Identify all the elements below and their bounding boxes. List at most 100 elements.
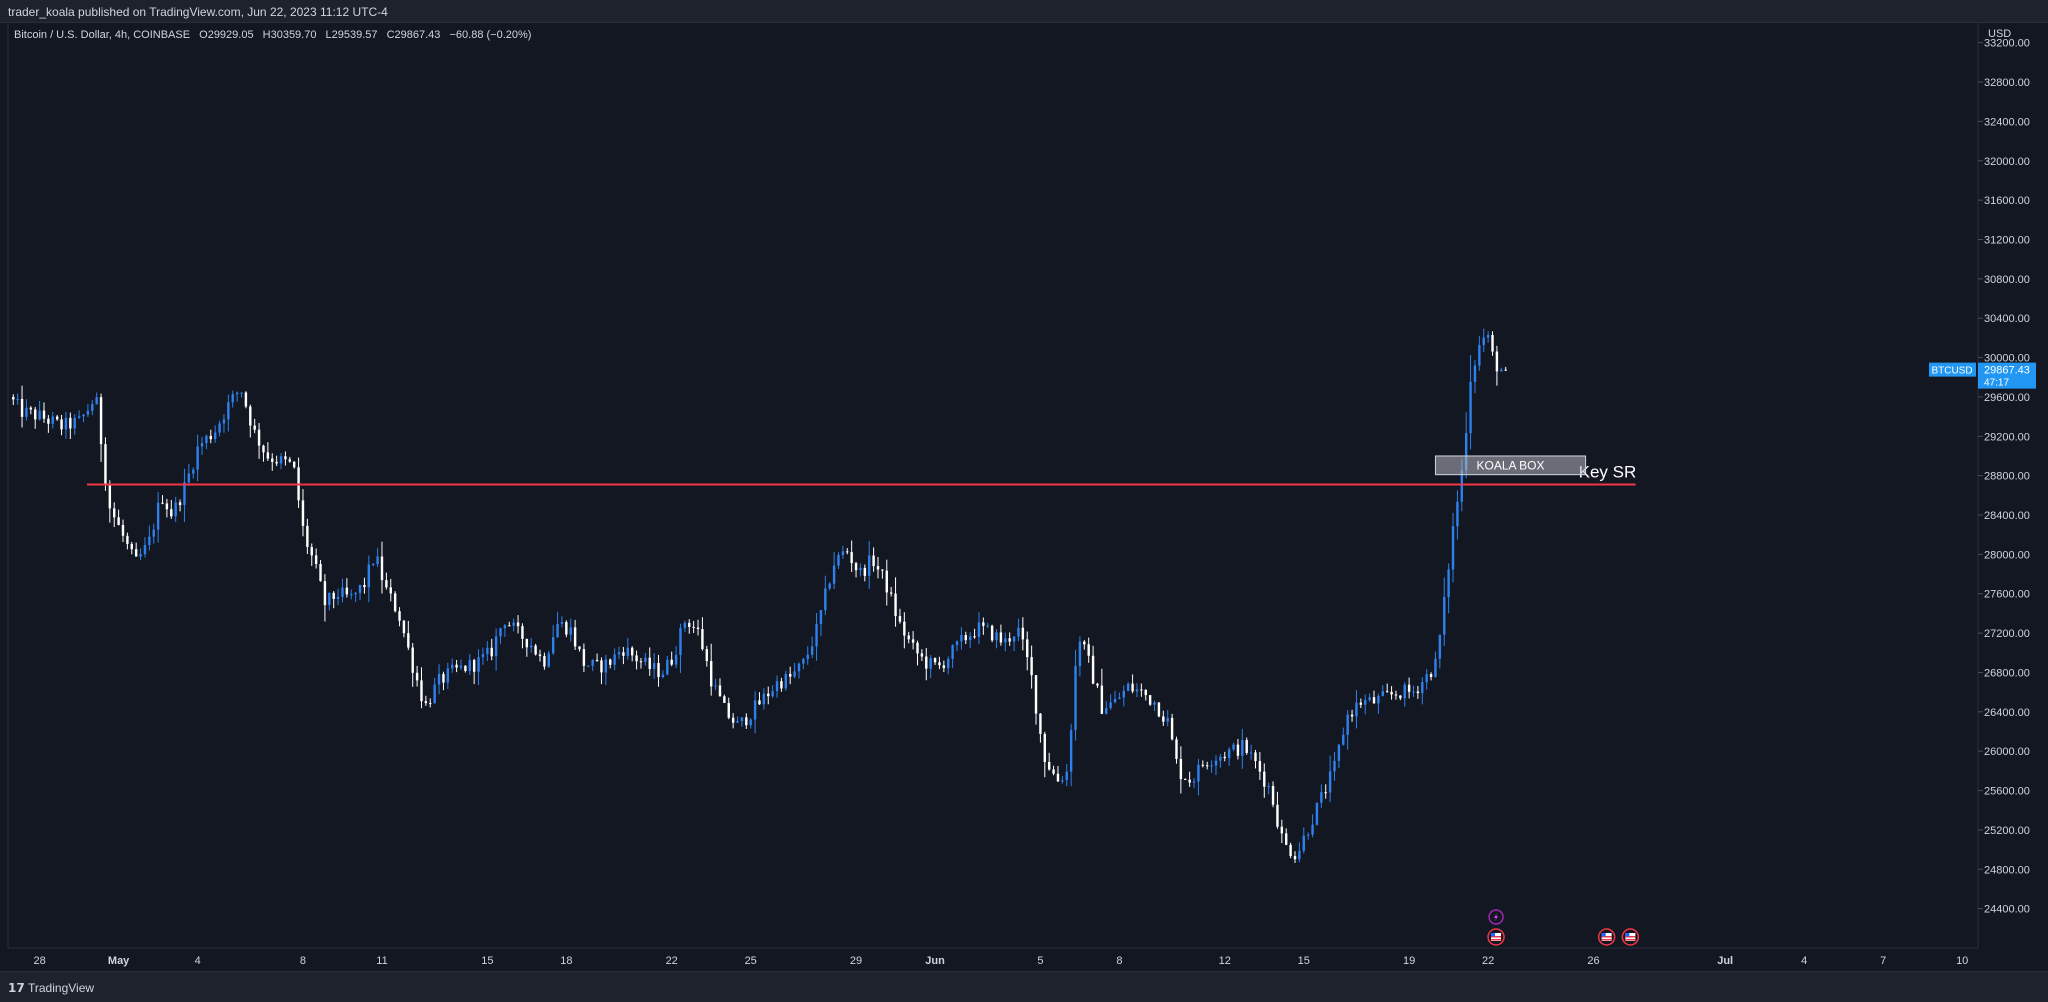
candle-body [257,429,261,446]
candle-body [508,625,511,627]
drawings-layer[interactable]: Key SR KOALA BOX [87,455,1637,486]
candle-body [1126,683,1130,691]
us-flag-event-icon[interactable] [1487,928,1505,946]
candle-body [1438,634,1442,659]
candle-body [490,647,493,657]
candle-body [86,410,90,415]
candle-body [363,584,366,588]
candle-body [995,632,998,641]
candle-body [745,717,748,726]
time-tick-label: 4 [1801,955,1807,967]
candle-body [1311,824,1314,835]
candle-body [982,622,985,626]
candle-body [521,626,524,639]
candle-body [73,417,76,429]
price-tick-label: 33200.00 [1984,38,2030,50]
candle-body [1061,780,1064,782]
candle-body [718,685,722,697]
time-tick-label: 12 [1219,955,1231,967]
candle-body [1333,760,1336,772]
candle-body [578,646,581,650]
candle-body [960,635,963,642]
time-tick-label: 5 [1037,955,1043,967]
candle-body [622,652,625,656]
candle-body [666,659,669,675]
candle-body [964,635,967,641]
candle-body [556,623,559,638]
candle-body [841,551,845,556]
candle-body [1337,744,1341,761]
candle-body [947,658,950,669]
candle-body [889,592,893,594]
tradingview-logo[interactable]: 𝟭𝟳 [8,981,25,995]
price-axis[interactable]: 24400.00 24800.00 25200.00 25600.00 26000.00… [1978,38,2030,916]
candle-body [117,517,120,526]
symbol-legend[interactable]: Bitcoin / U.S. Dollar, 4h, COINBASE O299… [14,29,537,41]
candle-body [1205,765,1209,767]
events-layer[interactable] [1487,909,1640,946]
candle-body [1447,569,1450,598]
candle-body [1434,658,1437,678]
candle-body [907,635,910,640]
candle-body [569,627,572,635]
candle-body [1280,826,1284,834]
candle-body [898,616,902,622]
koala-box-label[interactable]: KOALA BOX [1476,458,1544,472]
candle-body [1416,691,1420,694]
tradingview-brand[interactable]: TradingView [28,981,95,995]
candle-body [494,636,498,657]
candle-body [1355,702,1358,717]
symbol-tag [1929,362,1976,377]
candle-body [323,581,327,606]
candle-body [1491,335,1494,352]
candle-body [674,654,678,665]
symbol-name[interactable]: Bitcoin / U.S. Dollar, 4h, COINBASE [14,29,191,41]
time-tick-label: 22 [666,955,678,967]
candle-body [442,673,445,683]
us-flag-event-icon[interactable] [1597,928,1616,946]
price-tick-label: 25600.00 [1984,786,2030,798]
lightning-event-icon[interactable] [1488,909,1504,925]
candle-body [1179,758,1183,779]
candle-body [749,719,752,726]
candle-body [121,525,125,536]
candle-body [376,556,379,564]
candle-body [1377,695,1380,704]
us-flag-event-icon[interactable] [1621,928,1640,946]
flag-stripe [1625,936,1636,938]
candle-body [143,544,147,555]
candle-body [1047,762,1051,770]
time-axis[interactable]: 28 May 4 8 11 15 18 22 25 29 Jun 5 8 12 15 19 22 26 Jul 4 7 1… [33,955,1968,967]
candle-body [451,664,454,669]
candle-body [1026,639,1029,658]
candle-body [1148,695,1152,705]
candle-body [990,625,994,641]
candle-body [455,664,458,668]
candle-body [595,659,599,661]
candle-body [1350,714,1354,717]
candle-body [573,627,577,647]
candle-body [868,555,871,576]
candle-body [1166,717,1169,722]
time-tick-label: 18 [560,955,572,967]
candle-body [306,525,309,547]
time-tick-label: 8 [300,955,306,967]
candles-layer [12,328,1507,864]
time-tick-label: Jun [925,955,945,967]
candle-body [266,452,270,459]
candle-body [1034,675,1038,714]
key-sr-label[interactable]: Key SR [1579,463,1637,482]
candle-body [1078,641,1082,667]
candle-body [516,622,520,627]
candle-body [679,627,682,655]
time-tick-label: 11 [376,955,387,967]
candle-body [486,647,489,655]
candle-body [938,662,941,666]
time-tick-label: 15 [1298,955,1310,967]
price-chart[interactable]: USD 24400.00 24800.00 25200.00 25600.00 2600… [0,23,2048,971]
koala-box[interactable] [1434,455,1587,476]
price-tick-label: 32800.00 [1984,77,2030,89]
candle-body [222,419,226,424]
candle-body [512,622,515,626]
candle-body [1271,786,1275,805]
